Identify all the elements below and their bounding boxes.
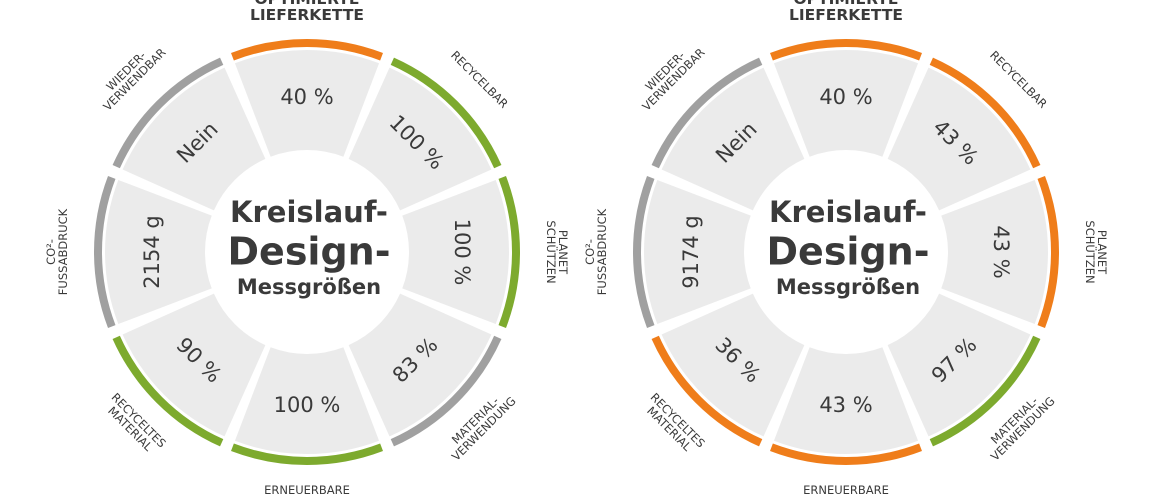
segment-label: ERNEUERBAREMATERIALQUELLE: [803, 483, 889, 494]
segment-value: 100 %: [450, 219, 474, 286]
wheel-1: 40 %OPTIMIERTELIEFERKETTE100 %RECYCELBAR…: [44, 0, 570, 494]
segment-label-line: Co²-: [583, 239, 597, 265]
ring-arc-gray: [112, 57, 224, 169]
wheel-2-segment: 9174 g Co²-FUßABDRUCK: [583, 176, 751, 328]
segment-label-line: FUßABDRUCK: [56, 208, 70, 295]
ring-arc-green: [498, 176, 520, 328]
center-title-line: Kreislauf-: [769, 195, 927, 229]
segment-label: Co²-FUßABDRUCK: [44, 208, 70, 295]
segment-fill: [122, 293, 266, 437]
segment-fill: [773, 49, 919, 157]
segment-label-line: OPTIMIERTE: [793, 0, 898, 8]
segment-label-line: SCHÜTZEN: [544, 220, 560, 283]
center-title-line: Messgrößen: [776, 275, 920, 299]
segment-label-line: SCHÜTZEN: [1083, 220, 1099, 283]
segment-fill: [348, 293, 492, 437]
segment-fill: [887, 67, 1031, 211]
segment-value: 40 %: [819, 85, 872, 109]
segment-fill: [122, 67, 266, 211]
wheel-1-segment: 2154 g Co²-FUßABDRUCK: [44, 176, 212, 328]
ring-arc-green: [112, 335, 224, 447]
segment-label: ERNEUERBAREMATERIALQUELLE: [264, 483, 350, 494]
segment-label-line: OPTIMIERTE: [254, 0, 359, 8]
segment-fill: [941, 179, 1048, 325]
segment-fill: [402, 179, 509, 325]
segment-label: Co²-FUßABDRUCK: [583, 208, 609, 295]
ring-arc-orange: [929, 57, 1041, 169]
segment-label-line: PLANET: [556, 230, 570, 275]
ring-arc-orange: [770, 39, 922, 61]
ring-arc-orange: [1037, 176, 1059, 328]
center-title-line: Kreislauf-: [230, 195, 388, 229]
ring-arc-green: [390, 57, 502, 169]
segment-fill: [105, 179, 212, 325]
segment-fill: [661, 67, 805, 211]
ring-arc-orange: [770, 443, 922, 465]
ring-arc-gray: [651, 57, 763, 169]
segment-value: 100 %: [274, 393, 341, 417]
wheel-1-segment: 100 % ERNEUERBAREMATERIALQUELLE: [231, 347, 383, 494]
segment-value: 40 %: [280, 85, 333, 109]
center-core: [211, 156, 403, 348]
ring-arc-green: [929, 335, 1041, 447]
segment-label: OPTIMIERTELIEFERKETTE: [250, 0, 364, 24]
segment-label-line: ERNEUERBARE: [264, 483, 350, 494]
segment-label-line: FUßABDRUCK: [595, 208, 609, 295]
center-core: [750, 156, 942, 348]
ring-arc-green: [231, 443, 383, 465]
segment-value: 43 %: [819, 393, 872, 417]
segment-label: OPTIMIERTELIEFERKETTE: [789, 0, 903, 24]
segment-fill: [234, 50, 380, 157]
center-title-line: Design-: [228, 230, 391, 274]
center-title-line: Messgrößen: [237, 275, 381, 299]
segment-fill: [661, 293, 805, 437]
segment-label-line: ERNEUERBARE: [803, 483, 889, 494]
ring-arc-gray: [94, 176, 116, 328]
segment-label-line: PLANET: [1095, 230, 1109, 275]
segment-value: 43 %: [989, 225, 1013, 278]
segment-value: 2154 g: [140, 215, 164, 288]
wheel-2-segment: 43 % ERNEUERBAREMATERIALQUELLE: [770, 347, 922, 494]
ring-arc-orange: [231, 39, 383, 61]
segment-label-line: LIEFERKETTE: [250, 6, 364, 24]
wheel-1-segment: 83 %MATERIAL-VERWENDUNG: [348, 293, 519, 464]
segment-value: 9174 g: [679, 215, 703, 288]
segment-fill: [887, 293, 1031, 437]
ring-arc-gray: [390, 335, 502, 447]
segment-fill: [644, 179, 751, 325]
ring-arc-gray: [633, 176, 655, 328]
segment-fill: [773, 347, 919, 454]
ring-arc-orange: [651, 335, 763, 447]
segment-label-line: Co²-: [44, 239, 58, 265]
wheel-2-segment: 40 % OPTIMIERTELIEFERKETTE: [770, 0, 922, 157]
wheel-1-segment: 40 % OPTIMIERTELIEFERKETTE: [231, 0, 383, 157]
segment-fill: [234, 347, 380, 454]
segment-fill: [348, 67, 492, 211]
segment-label-line: LIEFERKETTE: [789, 6, 903, 24]
center-title-line: Design-: [767, 230, 930, 274]
wheel-2: 40 %OPTIMIERTELIEFERKETTE43 %RECYCELBAR4…: [583, 0, 1109, 494]
